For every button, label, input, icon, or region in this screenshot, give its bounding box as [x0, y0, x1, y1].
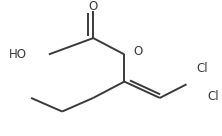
- Text: O: O: [89, 0, 98, 13]
- Text: HO: HO: [9, 48, 27, 61]
- Text: O: O: [133, 45, 142, 58]
- Text: Cl: Cl: [196, 61, 208, 75]
- Text: Cl: Cl: [207, 90, 219, 103]
